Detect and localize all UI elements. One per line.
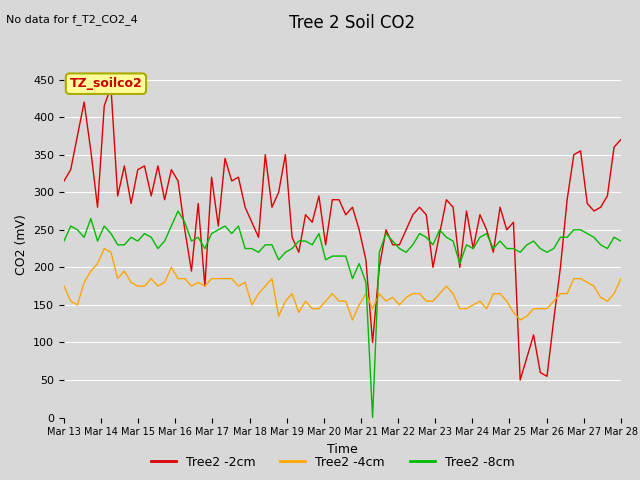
Text: No data for f_T2_CO2_4: No data for f_T2_CO2_4 xyxy=(6,14,138,25)
Tree2 -8cm xyxy=(67,223,74,229)
Tree2 -2cm xyxy=(490,250,497,255)
Legend: Tree2 -2cm, Tree2 -4cm, Tree2 -8cm: Tree2 -2cm, Tree2 -4cm, Tree2 -8cm xyxy=(146,451,520,474)
Tree2 -4cm xyxy=(100,246,108,252)
Tree2 -2cm xyxy=(60,178,68,184)
Line: Tree2 -4cm: Tree2 -4cm xyxy=(64,249,621,320)
Tree2 -2cm xyxy=(67,167,74,172)
Tree2 -2cm xyxy=(516,377,524,383)
Tree2 -8cm xyxy=(93,238,101,244)
Tree2 -8cm xyxy=(369,415,376,420)
Tree2 -2cm xyxy=(617,137,625,143)
Tree2 -4cm xyxy=(67,298,74,304)
Tree2 -2cm xyxy=(315,193,323,199)
Tree2 -8cm xyxy=(60,238,68,244)
X-axis label: Time: Time xyxy=(327,443,358,456)
Text: TZ_soilco2: TZ_soilco2 xyxy=(70,77,142,90)
Tree2 -2cm xyxy=(93,204,101,210)
Tree2 -4cm xyxy=(349,317,356,323)
Tree2 -4cm xyxy=(523,313,531,319)
Tree2 -4cm xyxy=(617,276,625,281)
Tree2 -8cm xyxy=(174,208,182,214)
Line: Tree2 -8cm: Tree2 -8cm xyxy=(64,211,621,418)
Tree2 -4cm xyxy=(315,306,323,312)
Tree2 -4cm xyxy=(342,298,349,304)
Line: Tree2 -2cm: Tree2 -2cm xyxy=(64,87,621,380)
Tree2 -8cm xyxy=(617,238,625,244)
Tree2 -4cm xyxy=(60,283,68,289)
Tree2 -2cm xyxy=(523,355,531,360)
Y-axis label: CO2 (mV): CO2 (mV) xyxy=(15,215,28,275)
Text: Tree 2 Soil CO2: Tree 2 Soil CO2 xyxy=(289,14,415,33)
Tree2 -8cm xyxy=(523,242,531,248)
Tree2 -8cm xyxy=(315,231,323,237)
Tree2 -8cm xyxy=(496,238,504,244)
Tree2 -2cm xyxy=(342,212,349,217)
Tree2 -4cm xyxy=(496,291,504,297)
Tree2 -2cm xyxy=(107,84,115,90)
Tree2 -4cm xyxy=(93,261,101,266)
Tree2 -8cm xyxy=(342,253,349,259)
